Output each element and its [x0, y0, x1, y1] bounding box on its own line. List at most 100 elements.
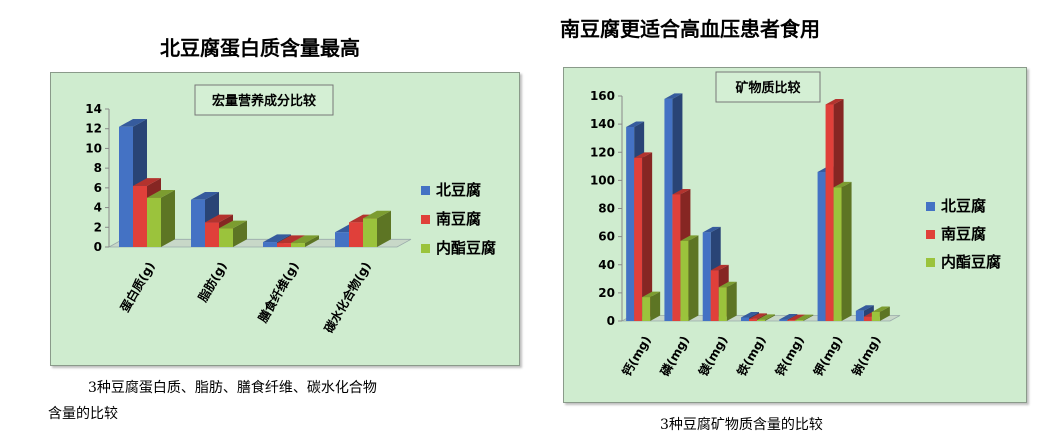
right-chart-caption: 3种豆腐矿物质含量的比较 [660, 417, 823, 433]
bar-top-face [741, 311, 759, 318]
bar-front-face [147, 197, 161, 247]
bar-front-face [642, 297, 651, 321]
chart-title-box [194, 84, 334, 116]
bar-top-face [779, 313, 798, 320]
bar-top-face [749, 313, 767, 319]
left-chart-heading: 北豆腐蛋白质含量最高 [160, 36, 360, 60]
bar-front-face [205, 222, 219, 247]
bar-front-face [757, 319, 765, 321]
y-tick-label: 40 [598, 258, 615, 272]
bar-side-face [879, 306, 890, 321]
legend-label: 内酯豆腐 [436, 239, 496, 257]
bar-front-face [363, 218, 377, 247]
legend-swatch-内酯豆腐 [421, 244, 430, 253]
bar-front-face [664, 98, 673, 321]
bar-side-face [650, 291, 661, 321]
bar-front-face [702, 232, 711, 321]
bar-top-face [680, 235, 699, 241]
chart-title: 矿物质比较 [735, 80, 800, 96]
bar-front-face [855, 310, 864, 321]
x-category-label: 锌(mg) [772, 333, 807, 379]
bar-front-face [817, 171, 826, 321]
y-tick-label: 20 [598, 286, 615, 300]
bar-内酯豆腐-3 [757, 314, 775, 321]
bar-front-face [795, 320, 804, 321]
bar-top-face [833, 181, 852, 188]
bar-top-face [263, 234, 291, 243]
y-tick-label: 0 [94, 240, 102, 254]
bar-front-face [680, 240, 689, 321]
bar-front-face [672, 194, 681, 321]
bar-side-face [161, 190, 175, 247]
bar-内酯豆腐-0 [147, 190, 175, 247]
bar-front-face [335, 232, 349, 247]
bar-top-face [147, 190, 175, 198]
bar-front-face [634, 157, 643, 321]
bar-内酯豆腐-3 [363, 210, 391, 247]
bar-front-face [133, 185, 147, 247]
bar-内酯豆腐-0 [642, 291, 661, 321]
y-tick-label: 4 [94, 201, 102, 215]
bar-front-face [263, 242, 277, 247]
bar-side-face [841, 181, 852, 321]
y-tick-label: 160 [590, 89, 615, 103]
bar-side-face [726, 281, 737, 321]
bar-top-face [277, 235, 305, 244]
y-tick-label: 80 [598, 202, 615, 216]
x-category-label: 碳水化合物(g) [321, 259, 374, 335]
bar-front-face [710, 270, 719, 321]
bar-top-face [205, 214, 233, 223]
left-chart-caption: 3种豆腐蛋白质、脂肪、膳食纤维、碳水化合物 含量的比较 [48, 375, 528, 427]
bar-side-face [642, 152, 653, 321]
bar-side-face [765, 314, 775, 321]
x-category-label: 蛋白质(g) [117, 259, 158, 315]
legend-swatch-北豆腐 [926, 202, 935, 211]
mineral-chart-svg: 矿物质比较 0 20 40 60 80 100 120 140 160 钙(mg) 磷(mg) 镁(mg… [590, 71, 1001, 379]
legend-swatch-南豆腐 [421, 215, 430, 224]
y-tick-label: 2 [94, 220, 102, 234]
x-category-label: 膳食纤维(g) [255, 259, 302, 325]
bar-top-face [634, 152, 653, 158]
y-tick-label: 100 [590, 173, 615, 187]
bar-front-face [718, 287, 727, 321]
y-tick-label: 12 [85, 122, 102, 136]
bar-top-face [191, 191, 219, 200]
y-tick-label: 60 [598, 230, 615, 244]
bar-内酯豆腐-4 [795, 314, 814, 321]
left-caption-line1: 3种豆腐蛋白质、脂肪、膳食纤维、碳水化合物 [88, 380, 377, 396]
left-caption-line2: 含量的比较 [48, 406, 118, 422]
bar-top-face [702, 226, 721, 233]
bar-front-face [833, 187, 842, 321]
y-tick-label: 0 [607, 314, 615, 328]
bar-top-face [291, 235, 319, 244]
bar-top-face [672, 188, 691, 195]
chart-title-box [715, 71, 821, 103]
legend-label: 内酯豆腐 [941, 253, 1001, 271]
bar-front-face [749, 318, 757, 321]
bar-内酯豆腐-2 [718, 281, 737, 321]
x-category-label: 钙(mg) [619, 333, 654, 379]
bar-内酯豆腐-5 [833, 181, 852, 321]
bar-front-face [779, 319, 788, 321]
bar-top-face [855, 305, 874, 311]
x-category-label: 脂肪(g) [194, 259, 229, 305]
bar-front-face [119, 126, 133, 247]
bar-内酯豆腐-6 [871, 306, 890, 321]
legend-swatch-北豆腐 [421, 186, 430, 195]
bar-front-face [863, 316, 872, 321]
bar-top-face [133, 178, 161, 186]
macronutrient-chart: 宏量营养成分比较 0 2 4 6 8 10 12 14 蛋白质(g) 脂肪(g) 膳食纤维(g) 碳水化… [50, 72, 520, 366]
legend-swatch-南豆腐 [926, 230, 935, 239]
bar-side-face [688, 235, 699, 321]
bar-front-face [291, 243, 305, 247]
y-tick-label: 6 [94, 181, 102, 195]
y-tick-label: 140 [590, 117, 615, 131]
x-category-label: 磷(mg) [657, 333, 692, 379]
bar-front-face [741, 317, 749, 321]
bar-top-face [119, 119, 147, 127]
bar-top-face [795, 314, 814, 321]
bar-front-face [219, 228, 233, 247]
bar-top-face [664, 93, 683, 99]
bar-front-face [277, 243, 291, 247]
y-tick-label: 10 [85, 141, 102, 155]
